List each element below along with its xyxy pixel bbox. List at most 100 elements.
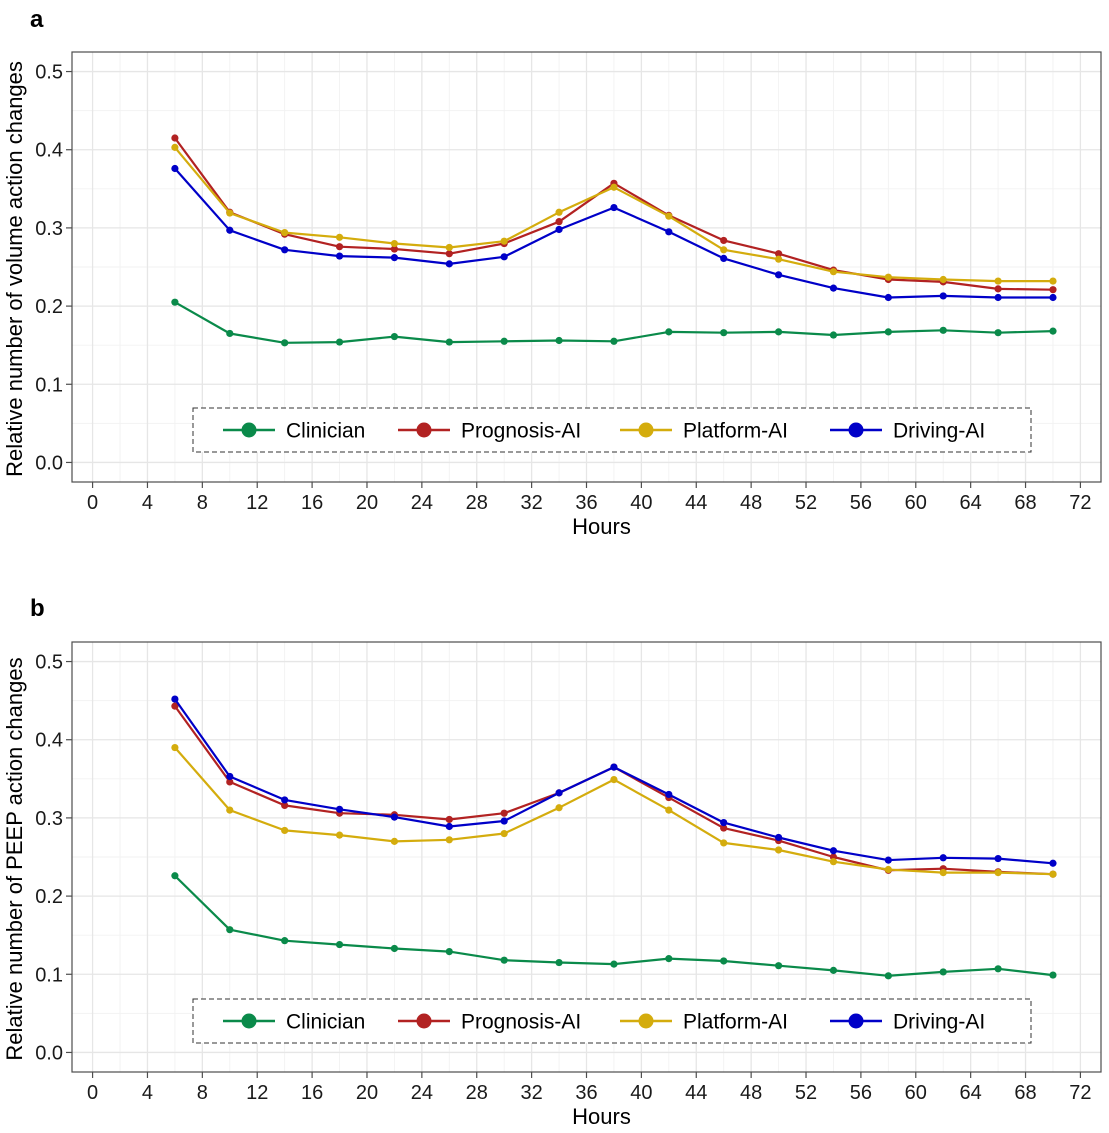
y-tick-label: 0.1: [35, 374, 63, 396]
x-tick-label: 56: [850, 1082, 872, 1104]
data-point-driving-ai: [390, 254, 399, 262]
data-point-prognosis-ai: [500, 809, 508, 817]
data-point-driving-ai: [226, 772, 234, 781]
series-platform-ai: [171, 143, 1057, 285]
data-point-driving-ai: [445, 260, 453, 268]
data-point-clinician: [994, 965, 1002, 973]
data-point-clinician: [171, 298, 179, 306]
x-tick-label: 24: [411, 492, 433, 514]
data-point-platform-ai: [884, 273, 892, 281]
data-point-prognosis-ai: [171, 702, 179, 710]
x-tick-label: 0: [87, 492, 98, 514]
x-tick-label: 20: [356, 1082, 378, 1104]
data-point-clinician: [610, 337, 618, 345]
data-point-driving-ai: [390, 813, 399, 821]
data-point-clinician: [500, 337, 508, 345]
series-group: [171, 695, 1057, 980]
legend-box: [192, 407, 1032, 453]
data-point-platform-ai: [390, 837, 399, 845]
data-point-driving-ai: [665, 790, 673, 799]
data-point-prognosis-ai: [720, 236, 728, 245]
data-point-platform-ai: [500, 829, 508, 838]
data-point-platform-ai: [939, 275, 947, 284]
y-tick-label: 0.5: [35, 62, 63, 84]
legend-item-platform-ai: Platform-AI: [620, 420, 788, 443]
legend: Clinician Prognosis-AI Platform-AI Driving-…: [192, 998, 1032, 1044]
x-tick-label: 36: [575, 492, 597, 514]
data-point-driving-ai: [555, 225, 563, 234]
data-point-driving-ai: [610, 763, 618, 771]
data-point-platform-ai: [610, 776, 618, 784]
data-point-platform-ai: [774, 846, 783, 854]
data-point-clinician: [226, 329, 234, 338]
data-point-driving-ai: [1049, 859, 1057, 867]
data-point-platform-ai: [994, 869, 1002, 877]
data-point-prognosis-ai: [555, 218, 563, 226]
legend-marker-clinician: [241, 422, 257, 438]
data-point-platform-ai: [665, 806, 673, 814]
data-point-platform-ai: [994, 277, 1002, 285]
y-tick-label: 0.1: [35, 964, 63, 986]
x-tick-label: 68: [1014, 1082, 1036, 1104]
data-point-driving-ai: [610, 203, 618, 212]
x-tick-label: 64: [960, 1082, 982, 1104]
x-tick-label: 44: [685, 492, 707, 514]
data-point-platform-ai: [1049, 277, 1057, 285]
data-point-driving-ai: [829, 847, 838, 855]
data-point-clinician: [445, 338, 453, 346]
data-point-driving-ai: [171, 164, 179, 173]
data-point-platform-ai: [281, 826, 289, 835]
data-point-clinician: [939, 968, 947, 976]
data-point-platform-ai: [226, 806, 234, 814]
data-point-clinician: [610, 960, 618, 968]
data-point-prognosis-ai: [445, 815, 453, 824]
legend-label-prognosis-ai: Prognosis-AI: [461, 420, 581, 443]
series-clinician: [171, 872, 1057, 980]
x-tick-label: 32: [520, 1082, 542, 1104]
data-point-clinician: [720, 957, 728, 965]
x-tick-label: 8: [197, 492, 208, 514]
legend-marker-driving-ai: [848, 422, 864, 438]
y-tick-label: 0.0: [35, 452, 63, 474]
x-tick-label: 48: [740, 492, 762, 514]
x-axis-title: Hours: [572, 514, 631, 539]
data-point-platform-ai: [500, 237, 508, 245]
y-tick-label: 0.4: [35, 730, 63, 752]
x-tick-label: 52: [795, 1082, 817, 1104]
data-point-clinician: [171, 872, 179, 880]
legend-item-driving-ai: Driving-AI: [830, 1011, 985, 1034]
legend-marker-platform-ai: [638, 422, 654, 438]
data-point-platform-ai: [610, 183, 618, 191]
data-point-platform-ai: [720, 839, 728, 847]
data-point-driving-ai: [281, 796, 289, 804]
data-point-clinician: [500, 956, 508, 964]
data-point-prognosis-ai: [281, 801, 289, 810]
data-point-clinician: [774, 328, 783, 336]
series-driving-ai: [171, 695, 1057, 867]
legend-item-prognosis-ai: Prognosis-AI: [398, 1011, 581, 1034]
legend-label-driving-ai: Driving-AI: [893, 420, 985, 443]
panel-b: b0 4 8 12 16 20 24 28 32 36 40 44 48 52 56 60 64 68 720.00…: [2, 595, 1102, 1129]
y-axis-title: Relative number of volume action changes: [2, 61, 27, 477]
y-tick-label: 0.5: [35, 652, 63, 674]
x-axis: 0 4 8 12 16 20 24 28 32 36 40 44 48 52 56 60 64 68 72: [87, 482, 1092, 514]
data-point-platform-ai: [665, 212, 673, 220]
y-tick-label: 0.3: [35, 808, 63, 830]
data-point-clinician: [939, 326, 947, 334]
y-tick-label: 0.2: [35, 296, 63, 318]
data-point-platform-ai: [445, 836, 453, 844]
x-tick-label: 24: [411, 1082, 433, 1104]
data-point-clinician: [335, 338, 344, 346]
x-axis: 0 4 8 12 16 20 24 28 32 36 40 44 48 52 56 60 64 68 72: [87, 1072, 1092, 1104]
data-point-platform-ai: [171, 143, 179, 151]
legend: Clinician Prognosis-AI Platform-AI Driving-…: [192, 407, 1032, 453]
x-tick-label: 16: [301, 1082, 323, 1104]
y-tick-label: 0.4: [35, 140, 63, 162]
x-tick-label: 72: [1069, 492, 1091, 514]
x-tick-label: 68: [1014, 492, 1036, 514]
data-point-driving-ai: [445, 822, 453, 831]
data-point-clinician: [335, 940, 344, 949]
data-point-platform-ai: [555, 804, 563, 812]
x-tick-label: 4: [142, 1082, 153, 1104]
